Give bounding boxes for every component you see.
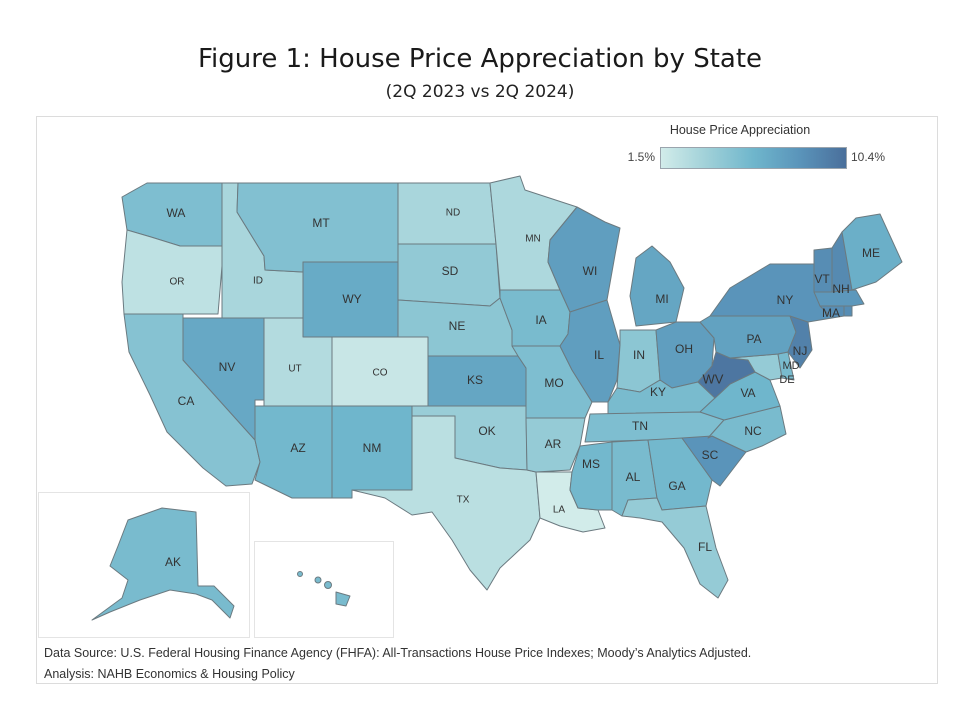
state-label-mo: MO <box>544 376 563 390</box>
state-label-wi: WI <box>583 264 598 278</box>
state-il[interactable] <box>559 299 621 403</box>
state-label-ca: CA <box>178 394 195 408</box>
state-label-mt: MT <box>312 216 330 230</box>
chart-title: Figure 1: House Price Appreciation by St… <box>197 44 763 74</box>
state-label-ia: IA <box>535 313 546 327</box>
state-label-ak: AK <box>165 555 181 569</box>
state-label-al: AL <box>626 470 641 484</box>
state-label-nv: NV <box>219 360 236 374</box>
state-label-ut: UT <box>288 364 301 375</box>
state-label-wy: WY <box>342 292 361 306</box>
state-label-nm: NM <box>363 441 382 455</box>
alaska-inset <box>38 492 250 638</box>
state-label-sc: SC <box>702 448 719 462</box>
state-ri[interactable] <box>843 305 853 317</box>
state-label-id: ID <box>253 276 263 287</box>
state-label-il: IL <box>594 348 604 362</box>
state-label-me: ME <box>862 246 880 260</box>
state-label-or: OR <box>170 277 185 288</box>
state-label-wa: WA <box>167 206 186 220</box>
hawaii-inset <box>254 541 394 638</box>
state-label-mi: MI <box>655 292 668 306</box>
state-label-ne: NE <box>449 319 466 333</box>
state-label-nd: ND <box>446 208 460 219</box>
state-label-ky: KY <box>650 385 666 399</box>
state-tx[interactable] <box>351 415 541 591</box>
chart-subtitle: (2Q 2023 vs 2Q 2024) <box>385 82 575 102</box>
state-label-mn: MN <box>525 234 541 245</box>
state-label-co: CO <box>373 368 388 379</box>
legend-color-ramp <box>660 147 847 169</box>
state-label-tx: TX <box>457 495 470 506</box>
state-ar[interactable] <box>525 417 586 473</box>
state-label-ga: GA <box>668 479 685 493</box>
state-hi[interactable] <box>297 571 351 607</box>
state-label-oh: OH <box>675 342 693 356</box>
state-wi[interactable] <box>547 206 621 313</box>
state-label-in: IN <box>633 348 645 362</box>
state-label-nh: NH <box>832 282 849 296</box>
state-label-sd: SD <box>442 264 459 278</box>
map-frame <box>36 116 938 684</box>
state-labels: WA OR CA ID NV MT WY UT AZ CO NM ND SD N… <box>165 206 880 569</box>
analysis-line: Analysis: NAHB Economics & Housing Polic… <box>44 667 295 681</box>
state-label-de: DE <box>779 374 794 386</box>
state-label-ny: NY <box>777 293 794 307</box>
state-label-vt: VT <box>814 272 830 286</box>
state-label-la: LA <box>553 505 566 516</box>
states-layer <box>91 175 903 621</box>
state-label-nj: NJ <box>793 344 808 358</box>
state-label-ks: KS <box>467 373 483 387</box>
state-fl[interactable] <box>621 497 729 599</box>
state-sc[interactable] <box>681 435 747 487</box>
state-label-pa: PA <box>746 332 761 346</box>
legend-min-label: 1.5% <box>627 150 655 164</box>
state-label-md: MD <box>782 360 799 372</box>
state-label-az: AZ <box>290 441 305 455</box>
state-label-ar: AR <box>545 437 562 451</box>
state-label-wv: WV <box>703 371 724 386</box>
state-label-nc: NC <box>744 424 762 438</box>
legend-title: House Price Appreciation <box>669 123 811 137</box>
state-label-fl: FL <box>698 540 712 554</box>
state-label-va: VA <box>740 386 755 400</box>
state-label-tn: TN <box>632 419 648 433</box>
state-me[interactable] <box>841 213 903 291</box>
data-source-note: Data Source: U.S. Federal Housing Financ… <box>44 643 751 685</box>
state-label-ms: MS <box>582 457 600 471</box>
source-line: Data Source: U.S. Federal Housing Financ… <box>44 646 752 660</box>
legend-max-label: 10.4% <box>851 150 886 164</box>
state-label-ok: OK <box>478 424 495 438</box>
state-label-ma: MA <box>822 306 840 320</box>
state-mi[interactable] <box>629 245 685 327</box>
state-ak[interactable] <box>91 507 235 621</box>
